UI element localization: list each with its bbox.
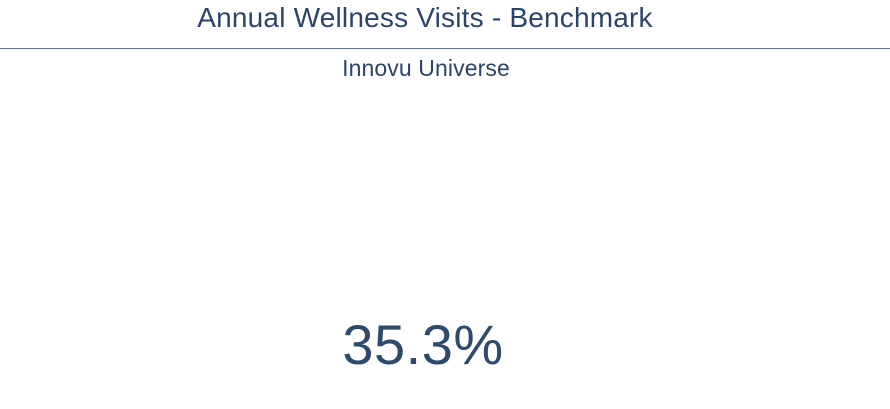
panel-title: Annual Wellness Visits - Benchmark bbox=[197, 2, 653, 33]
title-divider bbox=[0, 48, 890, 49]
panel-subtitle: Innovu Universe bbox=[342, 55, 510, 81]
benchmark-value: 35.3% bbox=[342, 313, 504, 376]
